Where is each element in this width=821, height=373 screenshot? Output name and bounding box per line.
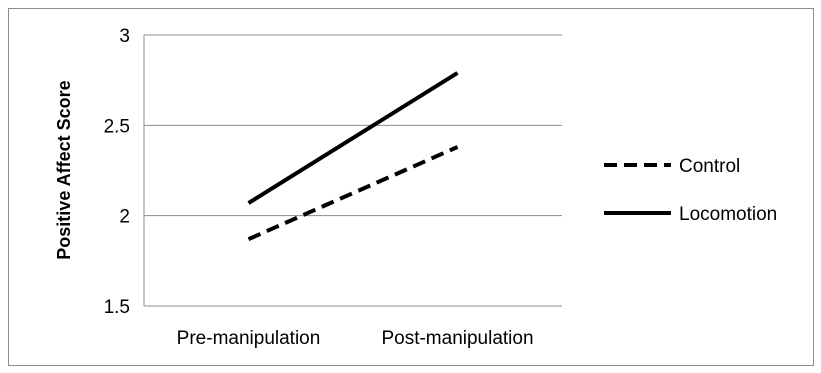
y-tick-labels: 1.5 2 2.5 3 (104, 26, 130, 318)
y-tick-label: 3 (119, 26, 130, 47)
x-tick-labels: Pre-manipulation Post-manipulation (177, 328, 534, 349)
series-line-locomotion (247, 71, 459, 205)
legend-label-control: Control (679, 156, 740, 177)
y-axis-label: Positive Affect Score (54, 80, 74, 259)
series-lines (247, 71, 459, 241)
series-line-control (247, 145, 459, 241)
x-tick-label: Post-manipulation (381, 328, 533, 349)
y-tick-label: 1.5 (104, 297, 130, 318)
gridlines (144, 34, 562, 307)
y-tick-label: 2 (119, 207, 130, 228)
y-tick-label: 2.5 (104, 116, 130, 137)
legend: Control Locomotion (604, 156, 777, 225)
legend-label-locomotion: Locomotion (679, 204, 777, 225)
x-tick-label: Pre-manipulation (177, 328, 321, 349)
